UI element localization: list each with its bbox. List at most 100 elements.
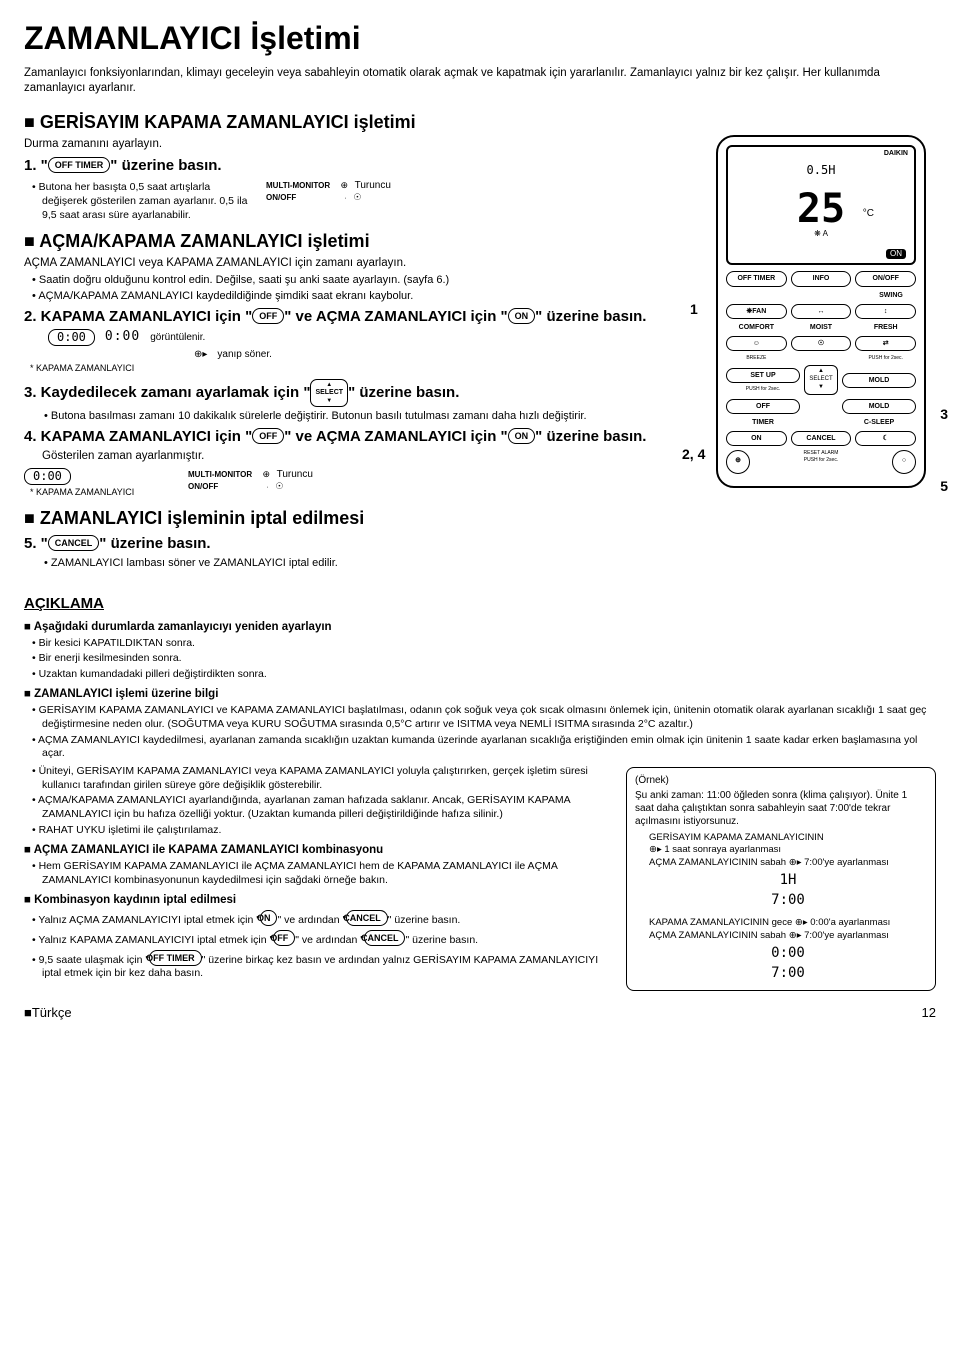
off-timer-button-2[interactable]: OFF TIMER <box>149 950 202 966</box>
remote-onoff[interactable]: ON/OFF <box>855 271 916 286</box>
exp-s4-b2c: " üzerine basın. <box>405 934 478 946</box>
callout-3: 3 <box>940 405 948 423</box>
exp-s2-b3: Üniteyi, GERİSAYIM KAPAMA ZAMANLAYICI ve… <box>42 765 616 792</box>
csleep-label: C-SLEEP <box>842 418 916 427</box>
fresh-label: FRESH <box>855 323 916 332</box>
on-button[interactable]: ON <box>508 308 536 324</box>
remote-off-timer[interactable]: OFF TIMER <box>726 271 787 286</box>
moist-label: MOIST <box>791 323 852 332</box>
intro-text: Zamanlayıcı fonksiyonlarından, klimayı g… <box>24 66 936 96</box>
cancel-button-2[interactable]: CANCEL <box>346 910 388 926</box>
clock-icon-ex3: ⊕▸ <box>795 917 808 928</box>
mm-label-2: MULTI-MONITOR <box>188 470 260 480</box>
step3-text-b: " üzerine basın. <box>348 384 459 401</box>
breeze-label: BREEZE <box>726 355 787 362</box>
section2-sub3: AÇMA/KAPAMA ZAMANLAYICI kaydedildiğinde … <box>42 289 696 303</box>
off-button-2[interactable]: OFF <box>252 428 284 444</box>
lcd-fan: ❋ A <box>814 229 828 239</box>
lcd-on: ON <box>886 249 906 259</box>
exp-s1-b3: Uzaktan kumandadaki pilleri değiştirdikt… <box>42 668 936 682</box>
cancel-button-3[interactable]: CANCEL <box>364 930 406 946</box>
brand-label: DAIKIN <box>884 149 908 158</box>
remote-cancel[interactable]: CANCEL <box>791 431 852 446</box>
footer-lang: Türkçe <box>24 1005 72 1022</box>
example-l1b: 1 saat sonraya ayarlanması <box>664 844 781 855</box>
remote-comfort[interactable]: ☺ <box>726 336 787 351</box>
callout-1: 1 <box>690 300 698 318</box>
remote-fan[interactable]: ❋FAN <box>726 304 787 319</box>
push2-label-3: PUSH for 2sec. <box>754 457 888 464</box>
remote-clock[interactable]: ⊕ <box>726 450 750 474</box>
remote-swing1[interactable]: ↔ <box>791 304 852 319</box>
right-column: 1 2, 4 3 5 DAIKIN 0.5H 25 °C ❋ A ON OFF … <box>706 105 936 572</box>
section1-heading: GERİSAYIM KAPAMA ZAMANLAYICI işletimi <box>24 111 696 134</box>
clock-icon-ex2: ⊕▸ <box>789 857 802 868</box>
multi-monitor-box-2: MULTI-MONITOR ⊕ Turuncu ON/OFF · ☉ <box>188 468 313 493</box>
remote-csleep[interactable]: ☾ <box>855 431 916 446</box>
remote-mold1[interactable]: MOLD <box>842 373 916 388</box>
step1-bullet: Butona her basışta 0,5 saat artışlarla d… <box>42 181 252 222</box>
clock-icon-2: ⊕▸ <box>194 348 207 361</box>
example-p1: Şu anki zaman: 11:00 öğleden sonra (klim… <box>635 789 927 828</box>
display-row-2: ⊕▸ yanıp söner. <box>194 348 696 361</box>
lcd-top: 0.5H <box>807 163 836 179</box>
remote-setup[interactable]: SET UP <box>726 368 800 383</box>
remote-select-label: SELECT <box>805 376 837 384</box>
display-row-1: 0:00 0:00 görüntülenir. <box>48 329 696 347</box>
section3-heading: ZAMANLAYICI işleminin iptal edilmesi <box>24 507 696 530</box>
step5-text-b: " üzerine basın. <box>99 535 210 552</box>
example-l3b: 0:00'a ayarlanması <box>810 917 890 928</box>
example-l2b: 7:00'ye ayarlanması <box>804 857 889 868</box>
remote-reset[interactable]: ○ <box>892 450 916 474</box>
exp-s4-b3: 9,5 saate ulaşmak için "OFF TIMER" üzeri… <box>42 950 616 981</box>
example-l4: AÇMA ZAMANLAYICININ sabah <box>649 930 786 941</box>
example-d2: 7:00 <box>649 891 927 909</box>
clock-icon-ex1: ⊕▸ <box>649 844 662 855</box>
remote-fresh[interactable]: ⇄ <box>855 336 916 351</box>
exp-s4-b2: Yalnız KAPAMA ZAMANLAYICIYI iptal etmek … <box>42 930 616 948</box>
section2-sub1: AÇMA ZAMANLAYICI veya KAPAMA ZAMANLAYICI… <box>24 256 696 271</box>
step4-text-c: " üzerine basın. <box>535 428 646 445</box>
timer-label: TIMER <box>726 418 800 427</box>
off-timer-button[interactable]: OFF TIMER <box>48 157 111 173</box>
remote-moist[interactable]: ☉ <box>791 336 852 351</box>
clock-icon: ⊕ <box>341 180 349 190</box>
step3-text-a: 3. Kaydedilecek zamanı ayarlamak için " <box>24 384 310 401</box>
exp-s4-b2b: " ve ardından " <box>295 934 364 946</box>
yanip-label: yanıp söner. <box>217 348 271 361</box>
off-button[interactable]: OFF <box>252 308 284 324</box>
clock-icon-3: ⊕ <box>263 469 271 479</box>
remote-info[interactable]: INFO <box>791 271 852 286</box>
clock-icon-ex4: ⊕▸ <box>789 930 802 941</box>
lamp-icon-2: ☉ <box>275 481 283 491</box>
exp-s1-b1: Bir kesici KAPATILDIKTAN sonra. <box>42 637 936 651</box>
cancel-button[interactable]: CANCEL <box>48 535 100 551</box>
off-button-3[interactable]: OFF <box>273 930 295 946</box>
exp-s3-b1: Hem GERİSAYIM KAPAMA ZAMANLAYICI ile AÇM… <box>42 860 616 887</box>
example-d4: 7:00 <box>649 964 927 982</box>
onoff-label-2: ON/OFF <box>188 482 260 492</box>
on-button-2[interactable]: ON <box>508 428 536 444</box>
aciklama-heading: AÇIKLAMA <box>24 594 936 614</box>
exp-s1-h: Aşağıdaki durumlarda zamanlayıcıyı yenid… <box>24 620 936 635</box>
example-l1: GERİSAYIM KAPAMA ZAMANLAYICININ <box>649 832 927 844</box>
exp-s2-b5: RAHAT UYKU işletimi ile çalıştırılamaz. <box>42 824 616 838</box>
lamp-icon: ☉ <box>353 192 361 202</box>
remote-swing2[interactable]: ↕ <box>855 304 916 319</box>
select-button[interactable]: SELECT <box>310 379 348 407</box>
section1-sub: Durma zamanını ayarlayın. <box>24 137 696 152</box>
on-button-3[interactable]: ON <box>260 910 278 926</box>
onoff-label: ON/OFF <box>266 193 338 203</box>
example-title: (Örnek) <box>635 774 927 787</box>
step1: 1. "OFF TIMER" üzerine basın. <box>24 156 696 176</box>
orange-label: Turuncu <box>355 180 391 191</box>
section2-heading: AÇMA/KAPAMA ZAMANLAYICI işletimi <box>24 230 696 253</box>
remote-on[interactable]: ON <box>726 431 787 446</box>
remote-off[interactable]: OFF <box>726 399 800 414</box>
seg-display-1: 0:00 <box>48 329 95 347</box>
remote-mold2[interactable]: MOLD <box>842 399 916 414</box>
step4-sub: Gösterilen zaman ayarlanmıştır. <box>42 449 696 464</box>
mm-label: MULTI-MONITOR <box>266 181 338 191</box>
step1-text-b: " üzerine basın. <box>110 157 221 174</box>
remote-select-cluster[interactable]: ▲ SELECT ▼ <box>804 365 838 394</box>
